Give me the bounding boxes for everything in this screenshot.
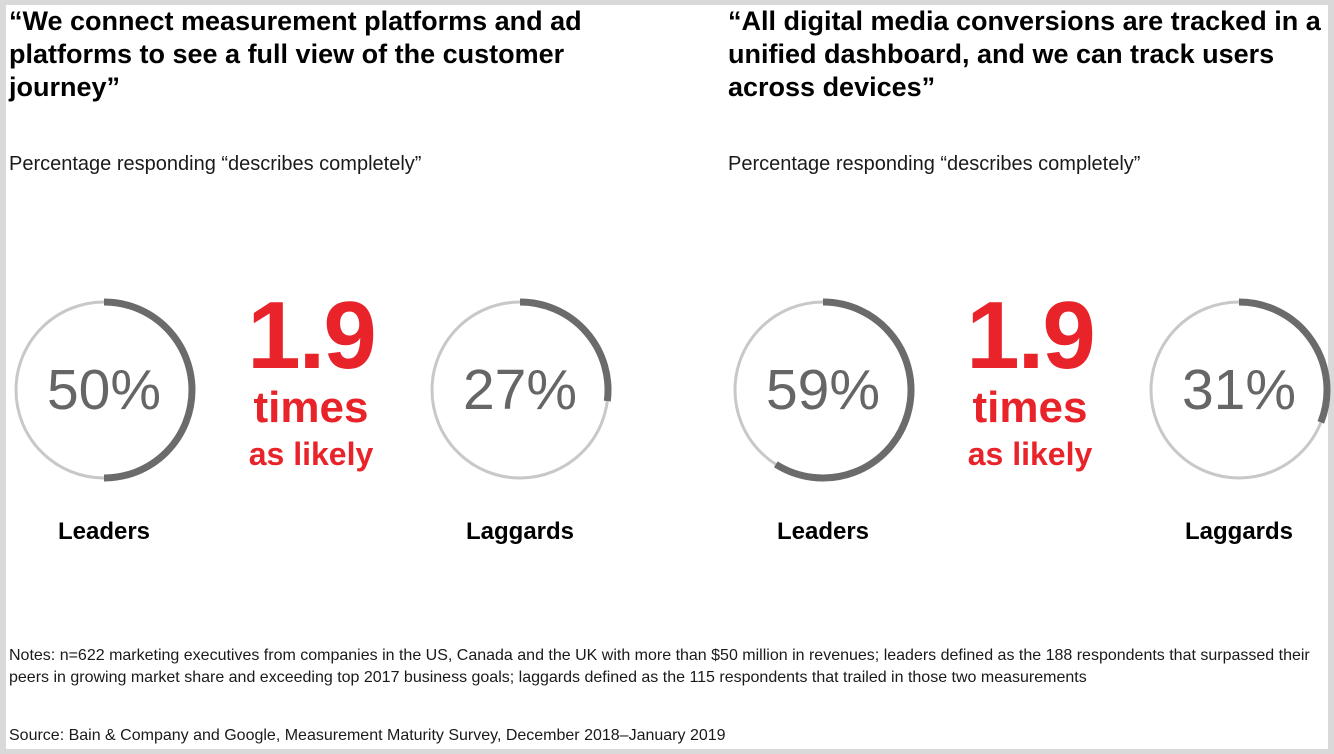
subtitle: Percentage responding “describes complet… bbox=[728, 153, 1141, 175]
leaders-ring: 50% bbox=[9, 295, 199, 485]
multiplier-unit: times bbox=[972, 383, 1088, 432]
laggards-label: Laggards bbox=[1184, 518, 1294, 545]
leaders-percent: 50% bbox=[46, 358, 162, 422]
leaders-label: Leaders bbox=[776, 518, 870, 545]
figure: “We connect measurement platforms and ad… bbox=[6, 5, 1331, 749]
subtitle: Percentage responding “describes complet… bbox=[9, 153, 422, 175]
leaders-ring-graphic bbox=[14, 298, 196, 482]
ring-fill-arc bbox=[1238, 298, 1331, 424]
laggards-label: Laggards bbox=[465, 518, 575, 545]
quote-title: “All digital media conversions are track… bbox=[728, 6, 1321, 102]
panel-right: “All digital media conversions are track… bbox=[728, 5, 1334, 605]
laggards-ring-graphic bbox=[430, 298, 612, 480]
ring-fill-arc bbox=[103, 298, 196, 482]
laggards-ring: 31% bbox=[1144, 295, 1334, 485]
laggards-percent: 27% bbox=[462, 358, 578, 422]
footnote-notes: Notes: n=622 marketing executives from c… bbox=[9, 647, 1310, 686]
laggards-percent: 31% bbox=[1181, 358, 1297, 422]
footnote-source: Source: Bain & Company and Google, Measu… bbox=[9, 727, 726, 744]
multiplier-callout: 1.9 times as likely bbox=[935, 282, 1125, 474]
leaders-ring: 59% bbox=[728, 295, 918, 485]
leaders-percent: 59% bbox=[765, 358, 881, 422]
laggards-ring: 27% bbox=[425, 295, 615, 485]
multiplier-suffix: as likely bbox=[967, 436, 1093, 472]
multiplier-value: 1.9 bbox=[966, 282, 1095, 389]
panel-left: “We connect measurement platforms and ad… bbox=[9, 5, 669, 605]
multiplier-suffix: as likely bbox=[248, 436, 374, 472]
ring-fill-arc bbox=[773, 298, 915, 482]
multiplier-unit: times bbox=[253, 383, 369, 432]
leaders-ring-graphic bbox=[733, 298, 915, 482]
ring-fill-arc bbox=[519, 298, 612, 402]
multiplier-value: 1.9 bbox=[247, 282, 376, 389]
laggards-ring-graphic bbox=[1149, 298, 1331, 480]
multiplier-callout: 1.9 times as likely bbox=[216, 282, 406, 474]
leaders-label: Leaders bbox=[57, 518, 151, 545]
quote-title: “We connect measurement platforms and ad… bbox=[9, 6, 582, 102]
